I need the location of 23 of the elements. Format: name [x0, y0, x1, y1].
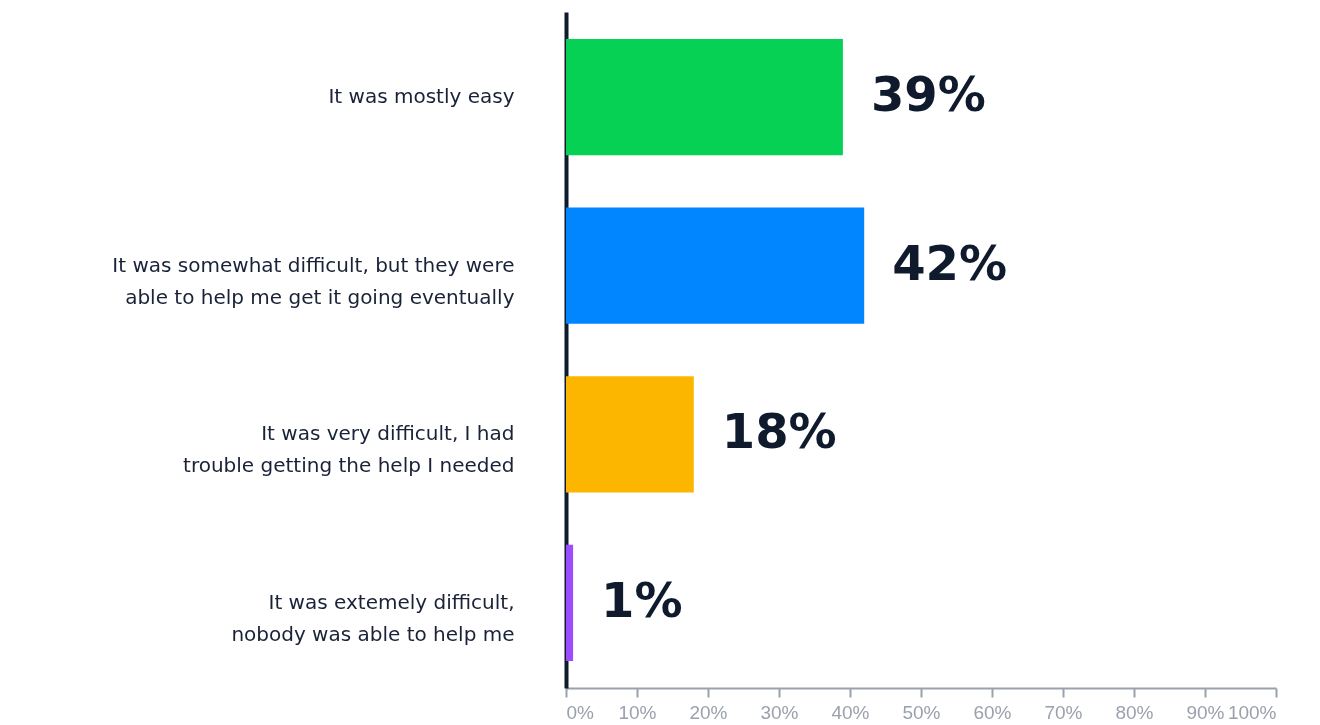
- x-tick-label: 10%: [618, 701, 657, 723]
- x-tick-label: 80%: [1115, 701, 1154, 723]
- bar: [566, 38, 843, 156]
- x-tick-label: 60%: [973, 701, 1012, 723]
- data-label: 18%: [721, 403, 837, 460]
- x-tick-label: 90%: [1186, 701, 1225, 723]
- y-tick-label: It was extemely difficult, nobody was able to help me: [231, 589, 515, 646]
- x-tick-label: 70%: [1044, 701, 1083, 723]
- x-tick-label: 100%: [1227, 701, 1277, 723]
- data-label: 39%: [870, 66, 986, 123]
- x-tick-label: 20%: [689, 701, 728, 723]
- data-label: 1%: [601, 571, 683, 628]
- bar: [566, 544, 574, 662]
- data-label: 42%: [892, 234, 1008, 291]
- x-tick-label: 0%: [566, 701, 595, 723]
- x-tick-label: 30%: [760, 701, 799, 723]
- y-tick-label: It was mostly easy: [328, 84, 515, 109]
- bar: [566, 376, 694, 493]
- x-tick-label: 50%: [902, 701, 941, 723]
- bar: [566, 207, 865, 324]
- y-tick-label: It was somewhat difficult, but they were able to help me get it going eventually: [112, 252, 515, 309]
- y-tick-label: It was very difficult, I had trouble getting the help I needed: [183, 421, 515, 478]
- x-tick-label: 40%: [831, 701, 870, 723]
